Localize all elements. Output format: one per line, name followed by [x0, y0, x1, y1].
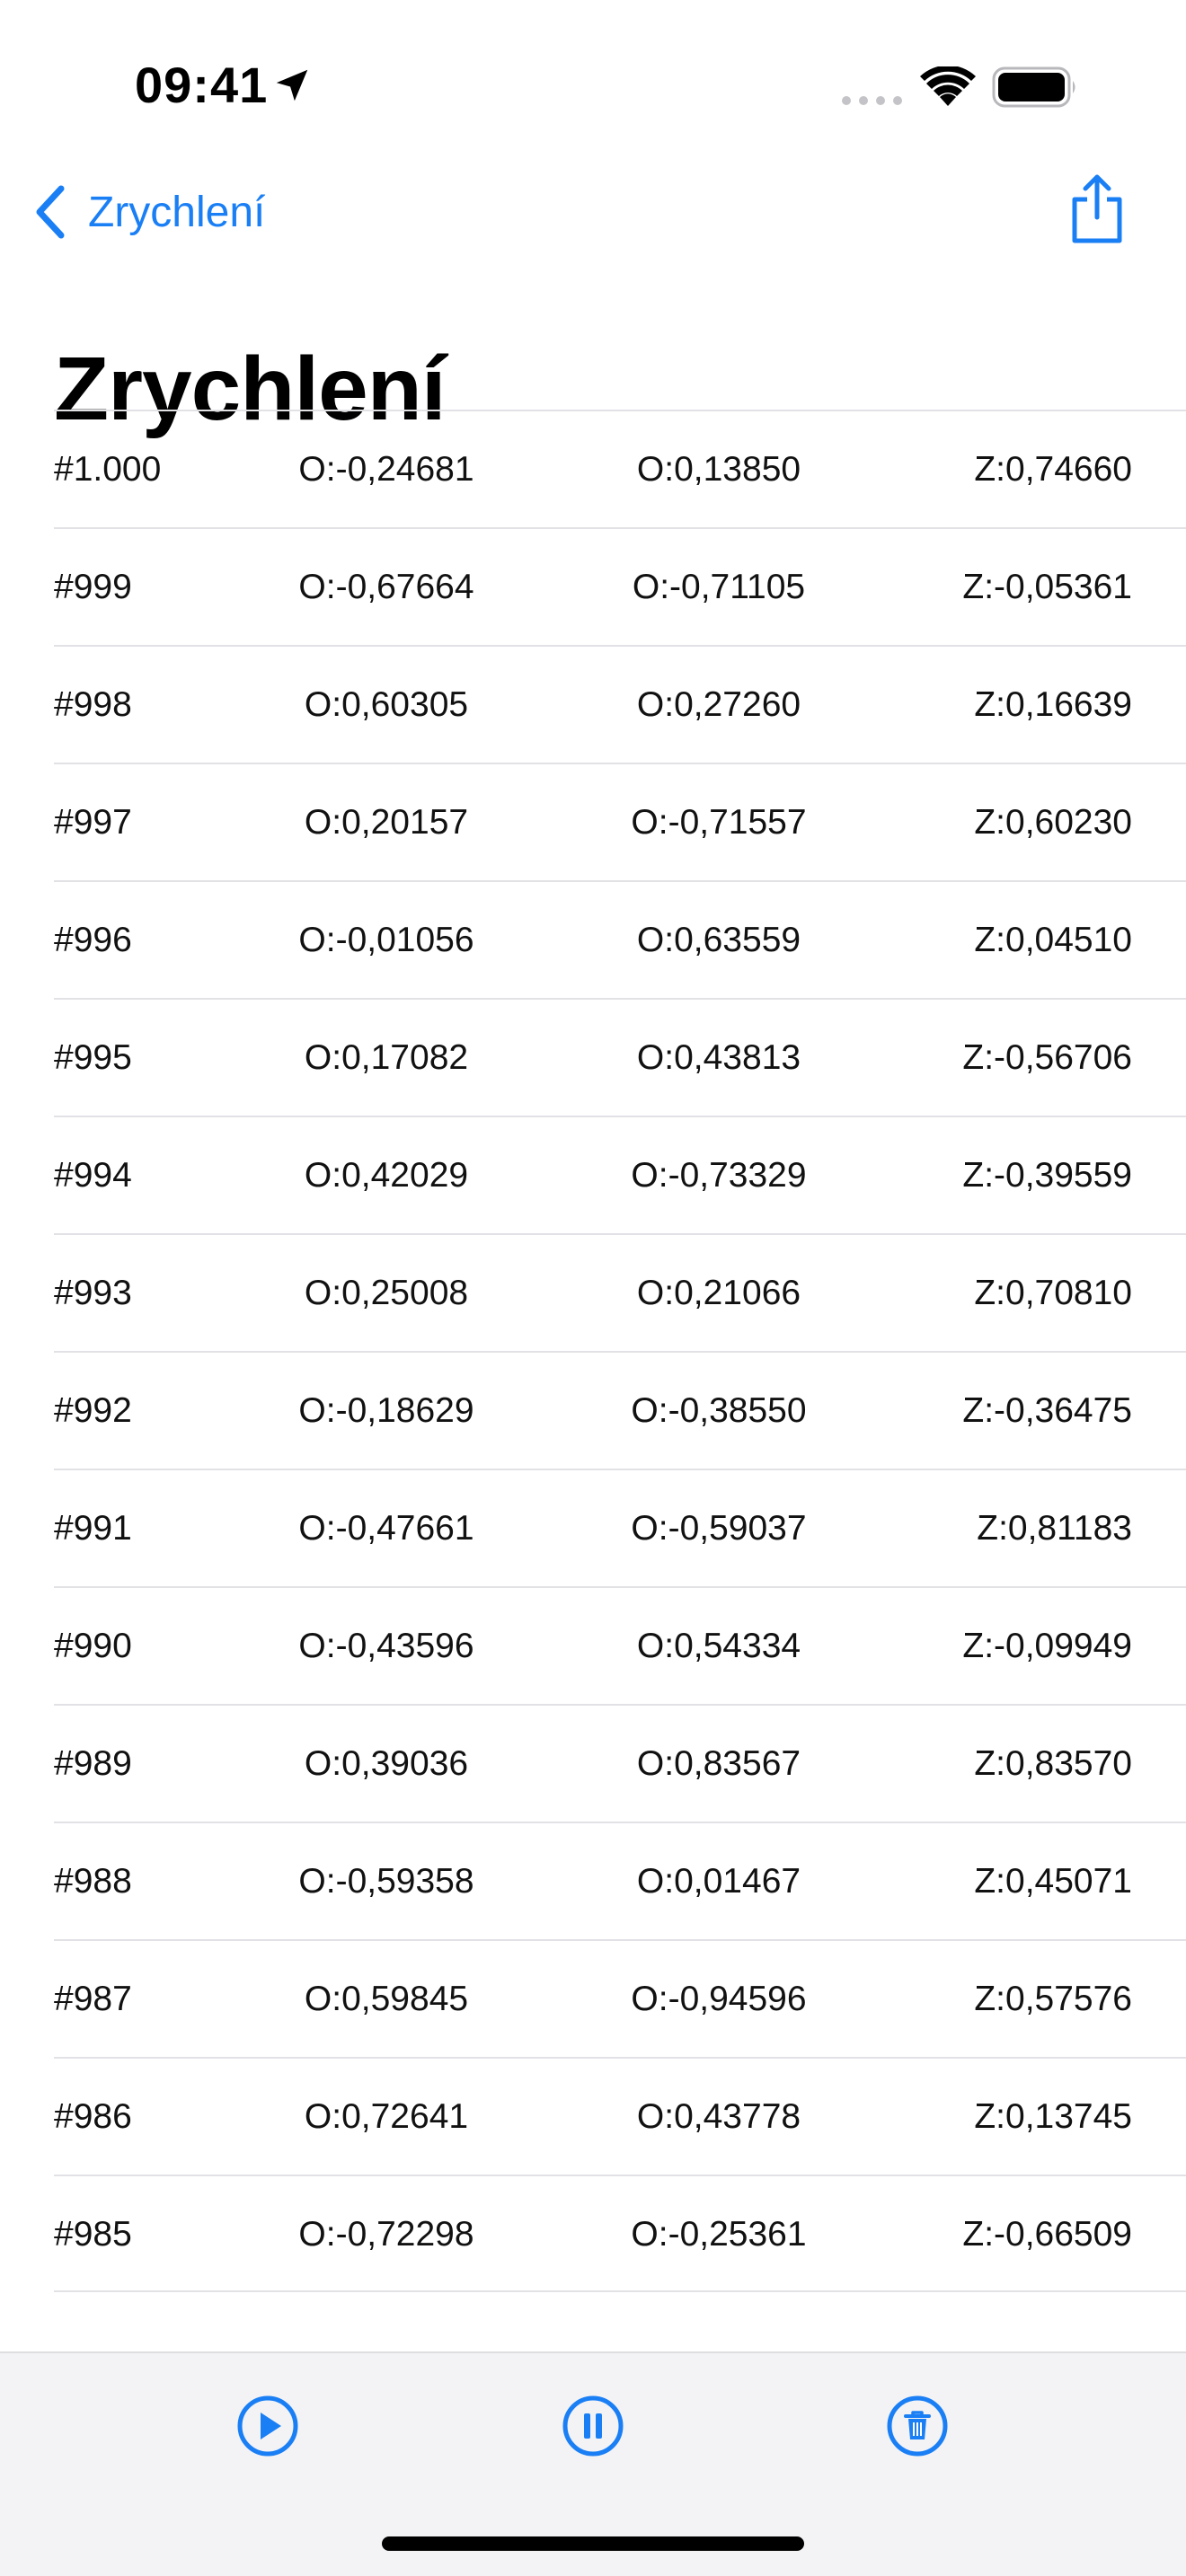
- row-z-value: Z:0,60230: [974, 803, 1132, 842]
- row-z-value: Z:-0,05361: [962, 568, 1132, 606]
- page-title: Zrychlení: [54, 339, 447, 439]
- table-row[interactable]: #992 O:-0,18629 O:-0,38550 Z:-0,36475: [54, 1351, 1186, 1469]
- row-z-value: Z:0,74660: [974, 450, 1132, 489]
- table-row[interactable]: #996 O:-0,01056 O:0,63559 Z:0,04510: [54, 880, 1186, 998]
- row-id: #990: [54, 1627, 132, 1665]
- trash-icon[interactable]: [886, 2395, 949, 2457]
- row-x-value: O:-0,72298: [298, 2215, 474, 2254]
- row-z-value: Z:0,04510: [974, 921, 1132, 959]
- wifi-icon: [920, 66, 976, 106]
- row-x-value: O:-0,24681: [298, 450, 474, 489]
- row-y-value: O:0,27260: [636, 685, 801, 724]
- row-id: #996: [54, 921, 132, 959]
- table-row[interactable]: #998 O:0,60305 O:0,27260 Z:0,16639: [54, 645, 1186, 763]
- table-row[interactable]: #989 O:0,39036 O:0,83567 Z:0,83570: [54, 1704, 1186, 1822]
- row-x-value: O:-0,67664: [298, 568, 474, 606]
- table-row[interactable]: #990 O:-0,43596 O:0,54334 Z:-0,09949: [54, 1586, 1186, 1704]
- row-y-value: O:-0,71105: [632, 568, 806, 606]
- table-row[interactable]: #1.000 O:-0,24681 O:0,13850 Z:0,74660: [54, 410, 1186, 527]
- row-x-value: O:0,39036: [304, 1744, 469, 1783]
- table-row[interactable]: #999 O:-0,67664 O:-0,71105 Z:-0,05361: [54, 527, 1186, 645]
- row-y-value: O:0,43813: [636, 1038, 801, 1077]
- row-id: #995: [54, 1038, 132, 1077]
- row-id: #994: [54, 1156, 132, 1195]
- row-z-value: Z:0,45071: [974, 1862, 1132, 1901]
- row-y-value: O:0,63559: [636, 921, 801, 959]
- row-x-value: O:0,20157: [304, 803, 469, 842]
- share-icon[interactable]: [1066, 172, 1128, 246]
- row-id: #992: [54, 1391, 132, 1430]
- row-id: #989: [54, 1744, 132, 1783]
- row-x-value: O:0,72641: [304, 2097, 469, 2136]
- row-z-value: Z:-0,66509: [962, 2215, 1132, 2254]
- table-row[interactable]: #991 O:-0,47661 O:-0,59037 Z:0,81183: [54, 1469, 1186, 1586]
- row-x-value: O:0,60305: [304, 685, 469, 724]
- row-y-value: O:-0,73329: [631, 1156, 807, 1195]
- status-bar: 09:41: [0, 0, 1186, 171]
- row-id: #985: [54, 2215, 132, 2254]
- back-button[interactable]: Zrychlení: [32, 176, 265, 248]
- row-y-value: O:0,54334: [636, 1627, 801, 1665]
- row-x-value: O:0,17082: [304, 1038, 469, 1077]
- table-row[interactable]: #993 O:0,25008 O:0,21066 Z:0,70810: [54, 1233, 1186, 1351]
- row-x-value: O:-0,01056: [298, 921, 474, 959]
- table-row[interactable]: #985 O:-0,72298 O:-0,25361 Z:-0,66509: [54, 2175, 1186, 2292]
- row-y-value: O:-0,94596: [631, 1980, 807, 2018]
- row-x-value: O:-0,43596: [298, 1627, 474, 1665]
- row-z-value: Z:0,83570: [974, 1744, 1132, 1783]
- status-time: 09:41: [135, 57, 269, 113]
- row-y-value: O:0,13850: [636, 450, 801, 489]
- home-indicator: [382, 2536, 804, 2551]
- row-id: #998: [54, 685, 132, 724]
- cellular-signal-icon: [842, 96, 902, 105]
- row-x-value: O:-0,18629: [298, 1391, 474, 1430]
- location-arrow-icon: [276, 69, 308, 101]
- row-z-value: Z:-0,09949: [962, 1627, 1132, 1665]
- row-y-value: O:0,01467: [636, 1862, 801, 1901]
- table-row[interactable]: #987 O:0,59845 O:-0,94596 Z:0,57576: [54, 1939, 1186, 2057]
- table-row[interactable]: #994 O:0,42029 O:-0,73329 Z:-0,39559: [54, 1116, 1186, 1233]
- measurement-list[interactable]: #1.000 O:-0,24681 O:0,13850 Z:0,74660 #999 O:…: [54, 410, 1186, 2292]
- row-z-value: Z:0,16639: [974, 685, 1132, 724]
- row-id: #999: [54, 568, 132, 606]
- row-id: #997: [54, 803, 132, 842]
- row-z-value: Z:-0,56706: [962, 1038, 1132, 1077]
- pause-icon[interactable]: [562, 2395, 624, 2457]
- row-id: #1.000: [54, 450, 162, 489]
- row-y-value: O:0,43778: [636, 2097, 801, 2136]
- table-row[interactable]: #986 O:0,72641 O:0,43778 Z:0,13745: [54, 2057, 1186, 2175]
- table-row[interactable]: #988 O:-0,59358 O:0,01467 Z:0,45071: [54, 1822, 1186, 1939]
- table-row[interactable]: #995 O:0,17082 O:0,43813 Z:-0,56706: [54, 998, 1186, 1116]
- row-z-value: Z:0,57576: [974, 1980, 1132, 2018]
- row-id: #991: [54, 1509, 132, 1548]
- row-y-value: O:0,83567: [636, 1744, 801, 1783]
- row-y-value: O:-0,25361: [631, 2215, 807, 2254]
- row-y-value: O:-0,71557: [631, 803, 807, 842]
- row-y-value: O:-0,59037: [631, 1509, 807, 1548]
- back-label: Zrychlení: [88, 188, 266, 236]
- battery-icon: [992, 66, 1075, 108]
- row-z-value: Z:0,81183: [977, 1509, 1132, 1548]
- row-y-value: O:0,21066: [636, 1274, 801, 1312]
- table-row[interactable]: #997 O:0,20157 O:-0,71557 Z:0,60230: [54, 763, 1186, 880]
- play-icon[interactable]: [236, 2395, 299, 2457]
- row-id: #986: [54, 2097, 132, 2136]
- row-z-value: Z:0,13745: [974, 2097, 1132, 2136]
- row-x-value: O:0,59845: [304, 1980, 469, 2018]
- row-z-value: Z:0,70810: [974, 1274, 1132, 1312]
- row-z-value: Z:-0,39559: [962, 1156, 1132, 1195]
- row-x-value: O:-0,59358: [298, 1862, 474, 1901]
- row-id: #993: [54, 1274, 132, 1312]
- row-x-value: O:-0,47661: [298, 1509, 474, 1548]
- row-y-value: O:-0,38550: [631, 1391, 807, 1430]
- row-z-value: Z:-0,36475: [962, 1391, 1132, 1430]
- row-id: #988: [54, 1862, 132, 1901]
- row-x-value: O:0,42029: [304, 1156, 469, 1195]
- row-id: #987: [54, 1980, 132, 2018]
- row-x-value: O:0,25008: [304, 1274, 469, 1312]
- chevron-left-icon: [36, 185, 65, 239]
